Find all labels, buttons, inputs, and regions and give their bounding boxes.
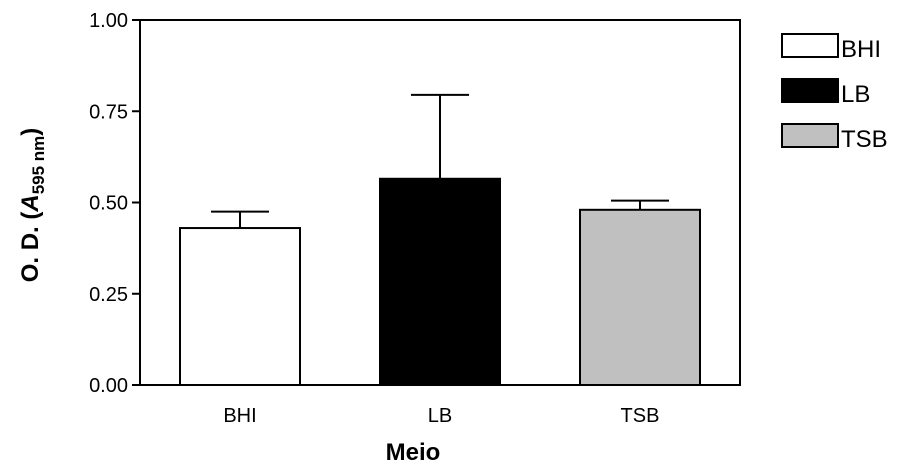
y-axis-title-suffix: ) [17, 128, 44, 136]
legend-swatch [781, 123, 839, 148]
y-tick-label: 0.75 [89, 101, 128, 123]
y-axis-title-prefix: O. D. ( [17, 212, 44, 283]
legend-label: BHI [841, 36, 881, 63]
legend-swatch [781, 33, 839, 58]
bar-tsb [579, 208, 701, 386]
y-axis-title-subscript: 595 nm [29, 136, 48, 195]
bar-lb [379, 177, 501, 386]
legend-label: LB [841, 81, 870, 108]
x-tick-label: LB [428, 405, 452, 427]
y-tick-label: 0.25 [89, 284, 128, 306]
y-tick-label: 1.00 [89, 10, 128, 32]
legend: BHI LB TSB [781, 33, 888, 153]
y-axis-title: O. D. (A595 nm) [17, 128, 48, 283]
x-tick-label: TSB [621, 405, 660, 427]
bar-bhi [179, 227, 301, 386]
x-axis-title: Meio [386, 439, 441, 466]
y-tick-label: 0.50 [89, 193, 128, 215]
plot-area: 0.00 0.25 0.50 0.75 1.00 BHI LB TSB [89, 10, 741, 427]
legend-label: TSB [841, 126, 888, 153]
y-axis-title-symbol: A [17, 194, 44, 212]
y-tick-label: 0.00 [89, 375, 128, 397]
legend-swatch [781, 78, 839, 103]
x-tick-label: BHI [223, 405, 256, 427]
